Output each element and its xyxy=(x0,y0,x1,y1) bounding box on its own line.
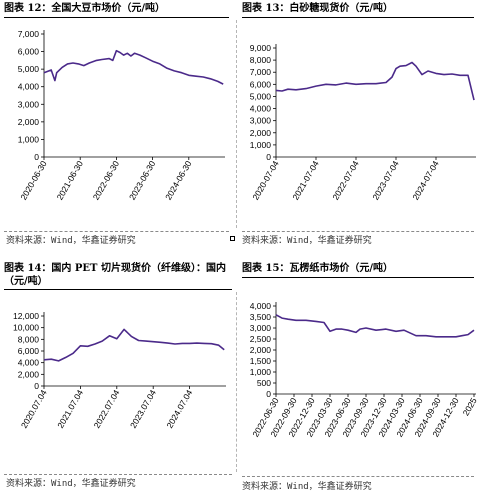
divider-top xyxy=(236,20,237,228)
y-tick-label: 2,500 xyxy=(250,334,272,344)
source-rule-15 xyxy=(242,476,474,477)
series-line xyxy=(275,314,475,338)
x-tick-label: 2022.07.04 xyxy=(92,388,122,430)
line-chart-13: 0 1,000 2,000 3,000 4,000 5,000 6,000 7,000 8,00… xyxy=(250,43,476,202)
y-tick-label: 2,000 xyxy=(250,128,272,138)
x-tick-label: 2023.07.04 xyxy=(128,388,158,430)
y-tick-label: 5,000 xyxy=(250,91,272,101)
y-tick-label: 8,000 xyxy=(18,334,40,344)
y-tick-label: 0 xyxy=(34,152,39,162)
x-tick-label: 2020-07-04 xyxy=(250,159,281,202)
source-rule-13 xyxy=(242,231,474,232)
source-note-14: 资料来源：Wind，华鑫证券研究 xyxy=(6,479,136,489)
x-tick-label: 2023-07-04 xyxy=(370,159,401,202)
title-rule-15 xyxy=(242,277,474,278)
y-tick-label: 4,000 xyxy=(18,82,40,92)
x-tick-label: 2024-07-04 xyxy=(410,159,441,202)
source-note-12: 资料来源：Wind，华鑫证券研究 xyxy=(6,236,136,246)
line-chart-12: 0 1,000 2,000 3,000 4,000 5,000 6,000 7,000 2020… xyxy=(18,29,225,202)
y-tick-label: 2,000 xyxy=(18,369,40,379)
y-tick-label: 10,000 xyxy=(13,323,39,333)
x-tick-label: 2022-06-30 xyxy=(91,159,122,202)
y-tick-label: 0 xyxy=(266,389,271,399)
source-rule-12 xyxy=(4,231,229,232)
y-tick-label: 1,000 xyxy=(250,367,272,377)
y-tick-label: 4,000 xyxy=(18,358,40,368)
title-rule-12 xyxy=(4,17,229,18)
y-tick-label: 3,000 xyxy=(250,323,272,333)
y-tick-label: 6,000 xyxy=(18,47,40,57)
y-tick-label: 9,000 xyxy=(250,43,272,53)
y-tick-label: 4,000 xyxy=(250,104,272,114)
x-tick-label: 2021-07-04 xyxy=(290,159,321,202)
y-tick-label: 2,000 xyxy=(18,117,40,127)
y-tick-label: 12,000 xyxy=(13,311,39,321)
x-tick-label: 2021-06-30 xyxy=(55,159,86,202)
chart-title-12: 图表 12：全国大豆市场价（元/吨） xyxy=(4,3,166,14)
divider-bottom xyxy=(236,292,237,472)
y-tick-label: 0 xyxy=(34,381,39,391)
y-tick-label: 8,000 xyxy=(250,55,272,65)
y-tick-label: 3,500 xyxy=(250,312,272,322)
x-tick-label: 2024-06-30 xyxy=(163,159,194,202)
y-tick-label: 4,000 xyxy=(250,301,272,311)
x-tick-label: 2022-07-04 xyxy=(330,159,361,202)
title-rule-13 xyxy=(242,17,474,18)
title-rule-14 xyxy=(4,289,232,290)
x-tick-label: 2020-06-30 xyxy=(18,159,49,202)
x-tick-label: 2020.07.04 xyxy=(19,388,49,430)
x-tick-label: 2024.07.04 xyxy=(164,388,194,430)
x-tick-label: 2021.07.04 xyxy=(55,388,85,430)
chart-title-13: 图表 13：白砂糖现货价（元/吨） xyxy=(242,3,394,14)
y-tick-label: 7,000 xyxy=(250,67,272,77)
panel-marker xyxy=(230,236,235,241)
x-tick-label: 2025 xyxy=(461,396,478,418)
y-tick-label: 3,000 xyxy=(18,99,40,109)
y-tick-label: 500 xyxy=(257,378,271,388)
y-tick-label: 7,000 xyxy=(18,29,40,39)
y-tick-label: 6,000 xyxy=(18,346,40,356)
series-line xyxy=(43,328,225,362)
y-tick-label: 2,000 xyxy=(250,345,272,355)
source-note-13: 资料来源：Wind，华鑫证券研究 xyxy=(242,236,372,246)
y-tick-label: 5,000 xyxy=(18,64,40,74)
x-tick-label: 2023-06-30 xyxy=(127,159,158,202)
source-rule-14 xyxy=(4,474,232,475)
y-tick-label: 3,000 xyxy=(250,116,272,126)
chart-title-14: 图表 14：国内 PET 切片现货价（纤维级）：国内（元/吨） xyxy=(4,263,226,287)
series-line xyxy=(275,61,475,101)
y-tick-label: 1,000 xyxy=(18,134,40,144)
source-note-15: 资料来源：Wind，华鑫证券研究 xyxy=(242,482,372,492)
y-tick-label: 1,000 xyxy=(250,140,272,150)
y-tick-label: 6,000 xyxy=(250,79,272,89)
y-tick-label: 1,500 xyxy=(250,356,272,366)
y-tick-label: 0 xyxy=(266,152,271,162)
chart-title-15: 图表 15：瓦楞纸市场价（元/吨） xyxy=(242,263,394,274)
series-line xyxy=(43,49,224,85)
